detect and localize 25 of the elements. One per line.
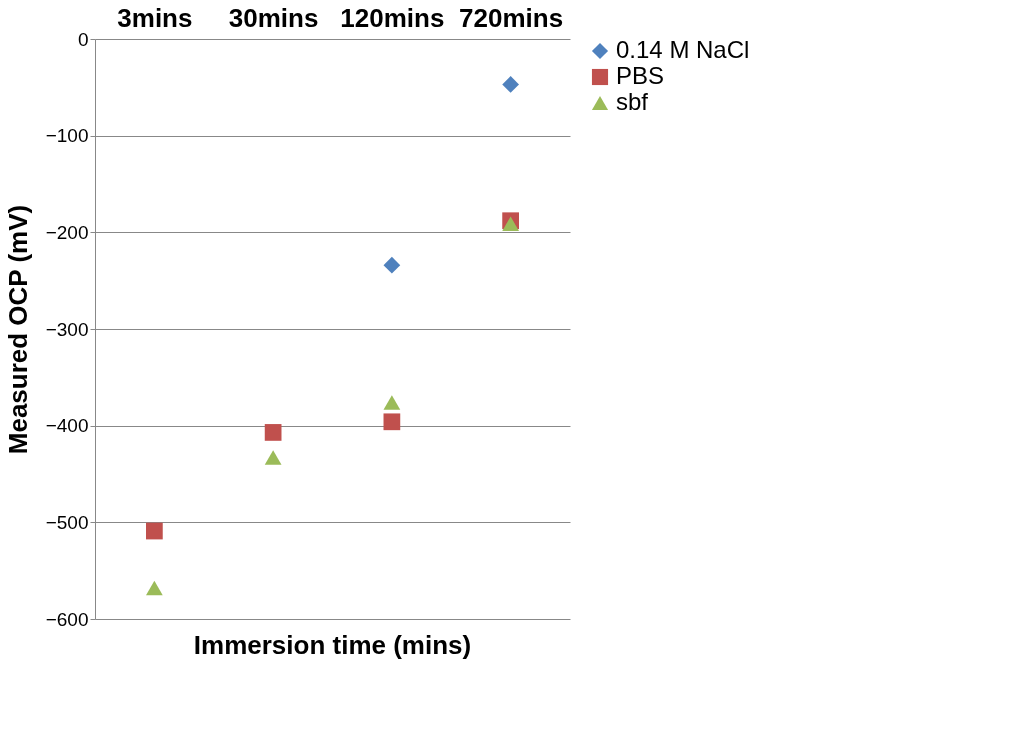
point	[383, 395, 401, 410]
legend-label: 0.14 M NaCl	[616, 36, 750, 63]
x-tick-label: 3mins	[117, 2, 193, 33]
x-tick-label: 30mins	[228, 2, 319, 33]
y-tick-label: −300	[45, 318, 89, 340]
point	[502, 216, 519, 231]
x-tick-label: 120mins	[340, 2, 445, 33]
y-tick-label: −600	[45, 608, 89, 630]
point	[383, 256, 401, 274]
point	[264, 424, 282, 441]
y-tick-label: −400	[45, 415, 89, 437]
point	[146, 580, 163, 596]
y-tick-label: 0	[77, 28, 89, 50]
legend-label: PBS	[616, 62, 665, 89]
y-tick-label: −100	[45, 125, 89, 147]
point	[502, 76, 519, 93]
point	[264, 450, 282, 465]
point	[146, 522, 163, 540]
y-tick-label: −200	[45, 221, 89, 243]
x-tick-label: 720mins	[459, 2, 564, 33]
y-tick-label: −500	[45, 511, 89, 533]
y-axis-title: Measured OCP (mV)	[2, 204, 33, 455]
x-axis-title: Immersion time (mins)	[193, 630, 472, 660]
legend-label: sbf	[616, 88, 649, 115]
point	[383, 413, 401, 431]
